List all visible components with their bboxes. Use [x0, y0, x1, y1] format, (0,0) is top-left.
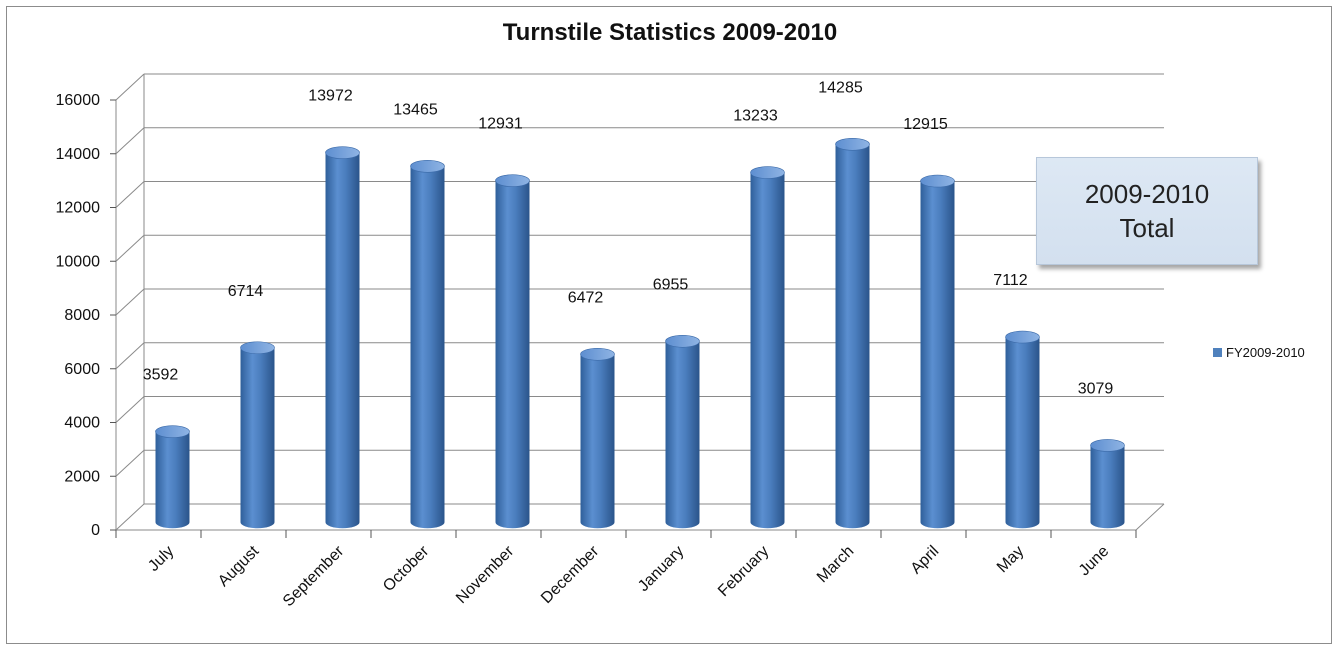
gridline-depth [115, 127, 145, 155]
y-tick-label: 10000 [56, 253, 101, 270]
bar-top [155, 425, 190, 438]
data-label: 6714 [228, 283, 264, 300]
bar-top [580, 347, 615, 361]
y-tick-label: 2000 [64, 468, 100, 485]
gridline-depth [115, 181, 145, 208]
data-label: 6955 [653, 276, 689, 293]
data-label: 12931 [478, 116, 523, 133]
bar-march [835, 137, 870, 529]
category-label: April [908, 543, 943, 578]
data-labels: 3592 6714 13972 13465 12931 6472 6955 13233 1428… [143, 79, 1114, 397]
bar-top [410, 160, 445, 173]
category-label: January [635, 543, 687, 595]
bar-top [240, 341, 275, 355]
category-label: February [715, 543, 772, 600]
bar-october [410, 160, 445, 529]
bar-body [920, 181, 955, 529]
bar-september [325, 146, 360, 529]
bar-july [155, 425, 190, 529]
bar-body [835, 144, 870, 529]
callout-line-2: Total [1119, 213, 1175, 243]
y-tick-label: 4000 [64, 415, 100, 432]
category-label: August [215, 542, 263, 590]
bar-november [495, 174, 530, 529]
y-tick-label: 12000 [56, 200, 101, 217]
data-label: 13465 [393, 101, 438, 118]
category-label: July [145, 543, 177, 575]
gridline-depth [115, 288, 145, 316]
y-tick-label: 14000 [56, 146, 101, 163]
bar-body [495, 180, 530, 529]
bar-body [1005, 337, 1040, 529]
x-axis: July August September October November Decemb… [115, 530, 1137, 610]
bar-april [920, 174, 955, 529]
bar-body [325, 152, 360, 529]
bar-body [155, 431, 190, 529]
bar-body [240, 347, 275, 529]
legend: FY2009-2010 [1213, 345, 1305, 360]
bars [155, 137, 1125, 529]
floor-right [1135, 503, 1165, 531]
data-label: 13233 [733, 108, 778, 125]
bar-top [325, 146, 360, 160]
bar-top [920, 174, 955, 188]
category-label: May [994, 543, 1027, 576]
bar-may [1005, 330, 1040, 529]
gridline-depth [115, 449, 145, 477]
bar-december [580, 347, 615, 529]
data-label: 14285 [818, 79, 863, 96]
gridline-depth [115, 396, 145, 423]
y-tick-label: 8000 [64, 307, 100, 324]
data-label: 6472 [568, 289, 604, 306]
bar-top [750, 166, 785, 179]
y-tick-label: 6000 [64, 361, 100, 378]
category-label: September [280, 542, 348, 610]
bar-top [835, 137, 870, 151]
bar-february [750, 166, 785, 529]
gridline-depth [115, 234, 145, 262]
gridline-depth [115, 73, 145, 101]
callout-line-1: 2009-2010 [1084, 179, 1210, 209]
bar-august [240, 341, 275, 529]
bar-june [1090, 439, 1125, 529]
data-label: 12915 [903, 116, 948, 133]
bar-top [1005, 330, 1040, 344]
legend-label: FY2009-2010 [1226, 345, 1305, 360]
y-tick-label: 16000 [56, 92, 101, 109]
chart-title: Turnstile Statistics 2009-2010 [503, 19, 837, 46]
data-label: 13972 [308, 88, 353, 105]
bar-top [1090, 439, 1125, 452]
bar-body [665, 341, 700, 529]
legend-swatch [1213, 348, 1222, 357]
y-axis: 0 2000 4000 6000 8000 10000 12000 14000 16000 [56, 92, 116, 539]
chart-frame [6, 6, 1332, 644]
bar-top [495, 174, 530, 187]
bar-body [750, 172, 785, 529]
y-tick-label: 0 [91, 522, 100, 539]
category-label: December [538, 542, 603, 607]
gridline-depth [115, 503, 145, 531]
category-label: March [814, 543, 857, 586]
category-label: November [453, 542, 518, 607]
category-label: October [380, 542, 433, 595]
gridline-depth [115, 342, 145, 370]
bar-january [665, 334, 700, 529]
bar-top [665, 334, 700, 348]
bar-body [580, 354, 615, 529]
data-label: 3592 [143, 367, 179, 384]
category-label: June [1076, 543, 1113, 580]
data-label: 3079 [1078, 380, 1114, 397]
total-callout: 2009-2010 Total [1036, 157, 1258, 265]
bar-body [410, 166, 445, 529]
data-label: 7112 [993, 272, 1028, 289]
bar-body [1090, 445, 1125, 529]
